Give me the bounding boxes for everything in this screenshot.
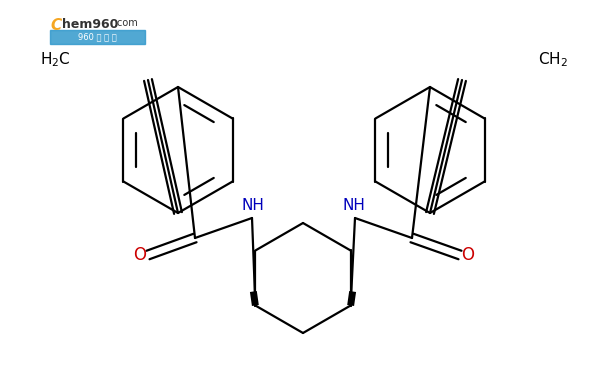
Text: hem960: hem960 (62, 18, 119, 31)
Text: NH: NH (241, 198, 264, 213)
Text: $\mathsf{CH_2}$: $\mathsf{CH_2}$ (538, 51, 568, 69)
Text: $\mathsf{H_2C}$: $\mathsf{H_2C}$ (40, 51, 70, 69)
Bar (50, 30, 145, 44)
Text: NH: NH (342, 198, 365, 213)
Text: .com: .com (114, 18, 138, 28)
Text: O: O (462, 246, 474, 264)
Text: 960 化 工 网: 960 化 工 网 (77, 33, 116, 42)
Text: C: C (50, 18, 61, 33)
Text: O: O (134, 246, 146, 264)
